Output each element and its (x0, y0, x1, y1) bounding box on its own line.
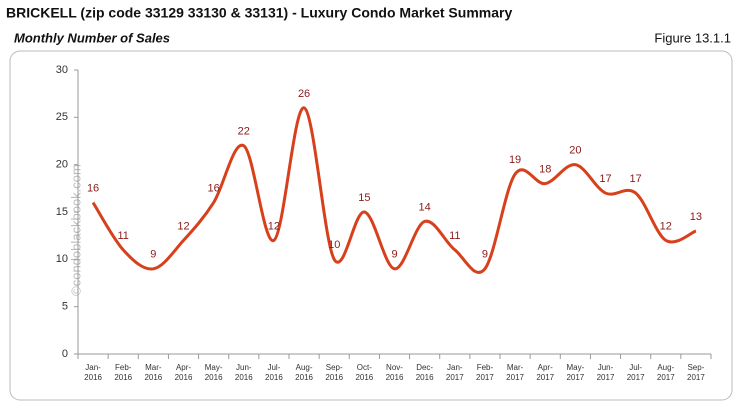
y-tick-label: 30 (56, 64, 68, 76)
x-tick-label: Apr-2016 (175, 363, 193, 382)
y-tick-label: 10 (56, 253, 68, 265)
data-label: 12 (660, 220, 672, 232)
data-label: 9 (150, 249, 156, 261)
data-label: 9 (482, 249, 488, 261)
data-label: 10 (328, 239, 340, 251)
x-tick-label: Mar-2016 (144, 363, 162, 382)
data-label: 11 (449, 230, 460, 242)
y-tick-label: 25 (56, 111, 68, 123)
data-label: 15 (358, 192, 370, 204)
y-tick-label: 5 (62, 301, 68, 313)
data-line (91, 106, 697, 274)
x-tick-label: Jun-2017 (597, 363, 615, 382)
data-label: 20 (569, 145, 581, 157)
x-tick-label: Jan-2016 (84, 363, 102, 382)
data-label: 13 (690, 211, 702, 223)
x-tick-label: May-2016 (205, 363, 223, 382)
x-tick-label: Feb-2017 (476, 363, 494, 382)
x-tick-label: Jan-2017 (446, 363, 464, 382)
data-label: 22 (238, 126, 250, 138)
data-label: 14 (419, 201, 431, 213)
x-tick-label: Sep-2017 (687, 363, 705, 382)
data-label: 16 (87, 182, 99, 194)
x-tick-label: Nov-2016 (386, 363, 404, 382)
watermark: ©condoblackbook.com (68, 164, 83, 296)
x-tick-label: Aug-2016 (295, 363, 313, 382)
data-label: 19 (509, 154, 521, 166)
chart-subtitle: Monthly Number of Sales (14, 30, 170, 45)
x-tick-label: Aug-2017 (657, 363, 675, 382)
chart-title: BRICKELL (zip code 33129 33130 & 33131) … (6, 5, 512, 21)
x-tick-label: Oct-2016 (355, 363, 373, 382)
x-tick-label: Jul-2016 (265, 363, 283, 382)
data-label: 12 (177, 220, 189, 232)
x-tick-label: Sep-2016 (325, 363, 343, 382)
x-tick-label: Jul-2017 (627, 363, 645, 382)
y-tick-label: 20 (56, 159, 68, 171)
data-label: 11 (118, 230, 129, 242)
data-label: 9 (391, 249, 397, 261)
data-label: 18 (539, 164, 551, 176)
x-tick-label: Mar-2017 (506, 363, 524, 382)
chart-frame (9, 50, 733, 401)
x-tick-label: May-2017 (566, 363, 584, 382)
data-label: 12 (268, 220, 280, 232)
x-tick-label: Jun-2016 (235, 363, 253, 382)
data-label: 17 (599, 173, 611, 185)
data-label: 26 (298, 88, 310, 100)
figure-label: Figure 13.1.1 (654, 30, 731, 45)
x-tick-label: Feb-2016 (114, 363, 132, 382)
x-tick-label: Apr-2017 (536, 363, 554, 382)
data-label: 17 (630, 173, 642, 185)
y-tick-label: 15 (56, 206, 68, 218)
y-tick-label: 0 (62, 348, 68, 360)
data-label: 16 (208, 182, 220, 194)
x-tick-label: Dec-2016 (416, 363, 434, 382)
